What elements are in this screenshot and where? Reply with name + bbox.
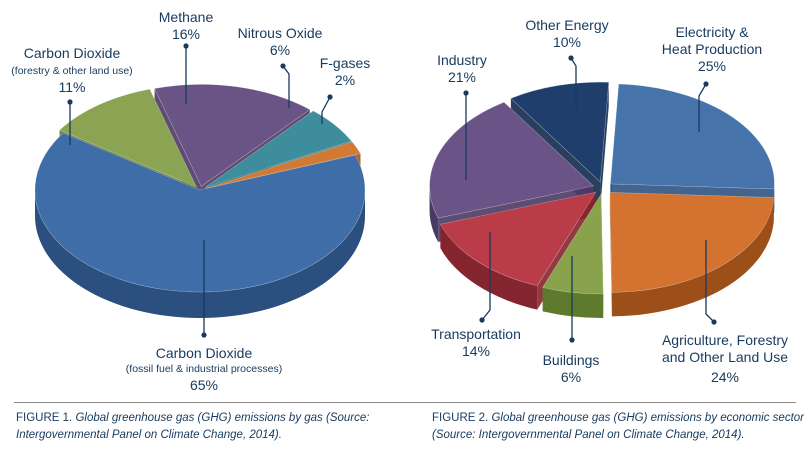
label-f-gases-value: 2%: [335, 72, 355, 88]
label-methane-name: Methane: [159, 9, 214, 25]
leader-transportation: [481, 232, 491, 321]
pie-slice-side-buildings-0: [542, 287, 604, 319]
label-electricity-value: 25%: [698, 58, 726, 74]
label-nitrous-oxide: Nitrous Oxide 6%: [238, 25, 323, 58]
pie-slice-electricity-heat-production: [610, 83, 775, 190]
label-co2-land-use-name: Carbon Dioxide: [24, 45, 121, 61]
pie-slice-side-transportation-0: [440, 224, 538, 310]
figure-1-number: FIGURE 1.: [16, 412, 73, 424]
leaders-fig1: [67, 43, 333, 338]
pie-chart-by-sector: [429, 81, 775, 319]
leader-nitrous-oxide: [282, 65, 290, 108]
label-other-energy-value: 10%: [553, 34, 581, 50]
leader-dot-other-energy: [568, 55, 574, 61]
pie-slice-side-carbon-dioxide-fossil-fuel-industrial-processes-0: [35, 190, 365, 318]
leader-agriculture: [705, 240, 715, 323]
label-buildings: Buildings 6%: [543, 352, 600, 385]
label-transportation-name: Transportation: [431, 326, 521, 342]
leader-dot-nitrous-oxide: [280, 63, 286, 69]
leader-dot-f-gases: [327, 94, 333, 100]
pie-slice-other-energy: [510, 81, 610, 183]
label-electricity: Electricity & Heat Production 25%: [662, 24, 762, 74]
figure-1-text: Global greenhouse gas (GHG) emissions by…: [16, 412, 370, 441]
leaders-fig2: [463, 55, 717, 343]
label-co2-land-use: Carbon Dioxide (forestry & other land us…: [11, 45, 132, 95]
pie-chart-by-gas: [34, 84, 366, 318]
pie-slice-agriculture-forestry-and-other-land-use: [609, 192, 775, 293]
leader-dot-co2-fossil: [201, 332, 207, 338]
label-transportation-value: 14%: [462, 343, 490, 359]
label-co2-fossil-name: Carbon Dioxide: [156, 345, 253, 361]
label-industry-value: 21%: [448, 69, 476, 85]
leader-dot-buildings: [569, 337, 575, 343]
pie-slice-f-gases: [205, 141, 361, 189]
figure-2-text: Global greenhouse gas (GHG) emissions by…: [432, 412, 804, 441]
label-co2-fossil-sub: (fossil fuel & industrial processes): [126, 363, 282, 375]
pie-slice-side-industry-0: [429, 186, 439, 243]
leader-dot-electricity: [703, 81, 709, 87]
label-methane-value: 16%: [172, 26, 200, 42]
label-nitrous-oxide-name: Nitrous Oxide: [238, 25, 323, 41]
label-f-gases: F-gases 2%: [320, 55, 371, 88]
label-co2-land-use-value: 11%: [59, 79, 86, 95]
label-electricity-name2: Heat Production: [662, 41, 762, 57]
pie-slice-nitrous-oxide: [204, 110, 352, 188]
leader-electricity: [698, 83, 707, 132]
leader-dot-agriculture: [711, 319, 717, 325]
figure-2-number: FIGURE 2.: [432, 412, 489, 424]
label-nitrous-oxide-value: 6%: [270, 42, 290, 58]
label-agriculture-name: Agriculture, Forestry: [662, 332, 788, 348]
label-buildings-value: 6%: [561, 369, 581, 385]
pie-slice-carbon-dioxide-fossil-fuel-industrial-processes: [34, 132, 366, 293]
label-co2-fossil-value: 65%: [190, 377, 218, 393]
leader-dot-transportation: [479, 317, 485, 323]
label-methane: Methane 16%: [159, 9, 214, 42]
label-agriculture: Agriculture, Forestry and Other Land Use…: [662, 332, 788, 385]
label-other-energy-name: Other Energy: [525, 17, 608, 33]
label-industry: Industry 21%: [437, 52, 487, 85]
pie-slice-edge-other-energy-1: [600, 82, 609, 207]
pie-slice-carbon-dioxide-forestry-other-land-use: [59, 88, 198, 188]
label-industry-name: Industry: [437, 52, 487, 68]
charts-canvas: Methane 16% Nitrous Oxide 6% F-gases 2% …: [11, 9, 788, 393]
label-f-gases-name: F-gases: [320, 55, 371, 71]
label-electricity-name: Electricity &: [675, 24, 749, 40]
figure-2-caption: FIGURE 2. Global greenhouse gas (GHG) em…: [432, 410, 808, 444]
label-co2-fossil: Carbon Dioxide (fossil fuel & industrial…: [126, 345, 282, 393]
leader-dot-methane: [183, 43, 189, 49]
leader-other-energy: [570, 57, 577, 110]
caption-divider: [14, 402, 796, 403]
leader-dot-industry: [463, 90, 469, 96]
pie-slice-industry: [429, 101, 595, 219]
figure-1-caption: FIGURE 1. Global greenhouse gas (GHG) em…: [16, 410, 396, 444]
label-agriculture-value: 24%: [711, 369, 739, 385]
label-agriculture-name2: and Other Land Use: [662, 349, 788, 365]
pie-slice-side-agriculture-forestry-and-other-land-use-0: [611, 197, 774, 317]
leader-f-gases: [321, 96, 331, 124]
label-other-energy: Other Energy 10%: [525, 17, 608, 50]
label-buildings-name: Buildings: [543, 352, 600, 368]
label-transportation: Transportation 14%: [431, 326, 521, 359]
leader-dot-co2-land-use: [67, 99, 73, 105]
label-co2-land-use-sub: (forestry & other land use): [11, 65, 132, 77]
pie-slice-methane: [154, 84, 311, 187]
pie-slice-edge-agriculture-forestry-and-other-land-use-1: [609, 192, 612, 317]
pie-slice-transportation: [439, 191, 597, 286]
